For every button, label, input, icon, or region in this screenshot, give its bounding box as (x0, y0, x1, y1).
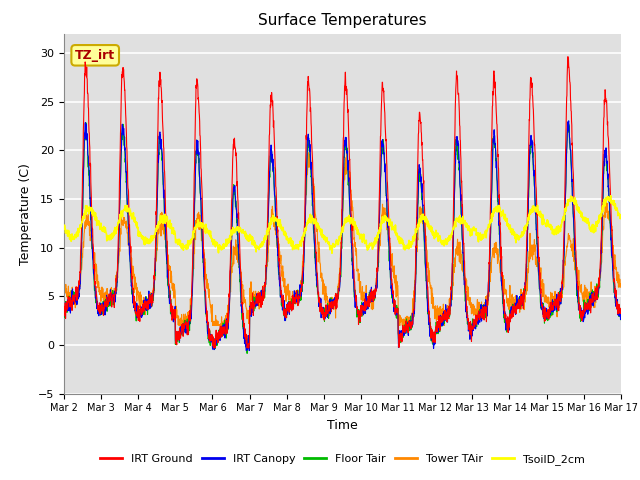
Legend: IRT Ground, IRT Canopy, Floor Tair, Tower TAir, TsoilD_2cm: IRT Ground, IRT Canopy, Floor Tair, Towe… (95, 450, 589, 469)
Y-axis label: Temperature (C): Temperature (C) (19, 163, 33, 264)
Text: TZ_irt: TZ_irt (75, 49, 115, 62)
X-axis label: Time: Time (327, 419, 358, 432)
Title: Surface Temperatures: Surface Temperatures (258, 13, 427, 28)
